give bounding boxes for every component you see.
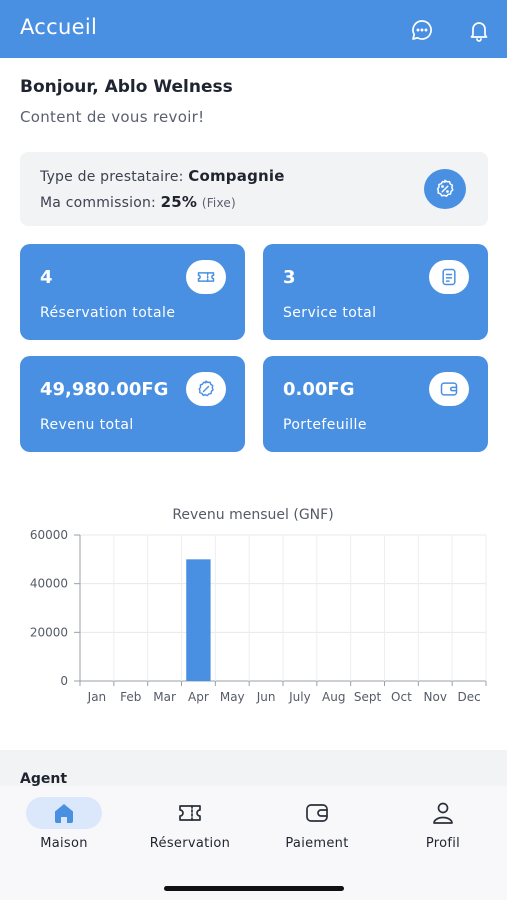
discount-badge-icon — [186, 372, 226, 406]
y-tick-label: 0 — [60, 674, 68, 688]
stat-value: 0.00FG — [283, 379, 355, 400]
x-tick-label: Sept — [354, 690, 382, 704]
stat-card-wallet[interactable]: 0.00FG Portefeuille — [263, 356, 488, 452]
monthly-revenue-chart: Revenu mensuel (GNF) 0 20000 40000 60000 Ja… — [0, 495, 507, 715]
nav-label: Réservation — [149, 836, 231, 851]
x-tick-label: Apr — [188, 690, 209, 704]
stat-value: 4 — [40, 267, 53, 288]
nav-item-reservation[interactable]: Réservation — [127, 786, 253, 866]
nav-label: Maison — [40, 836, 88, 851]
stat-value: 3 — [283, 267, 296, 288]
x-tick-label: Feb — [120, 690, 141, 704]
ticket-icon — [186, 260, 226, 294]
x-tick-label: Aug — [322, 690, 345, 704]
stat-label: Réservation totale — [40, 305, 176, 321]
y-tick-label: 60000 — [30, 528, 68, 542]
greeting-title: Bonjour, Ablo Welness — [20, 77, 233, 97]
y-tick-label: 20000 — [30, 625, 68, 639]
chart-canvas: Revenu mensuel (GNF) 0 20000 40000 60000 Ja… — [30, 507, 487, 704]
nav-item-payment[interactable]: Paiement — [254, 786, 380, 866]
provider-type-label: Type de prestataire: — [40, 169, 184, 185]
stat-label: Service total — [283, 305, 377, 321]
stat-card-revenue[interactable]: 49,980.00FG Revenu total — [20, 356, 245, 452]
wallet-icon — [304, 801, 330, 825]
provider-type-value: Compagnie — [188, 167, 285, 185]
y-tick-label: 40000 — [30, 577, 68, 591]
nav-label: Profil — [425, 836, 461, 851]
greeting-subtitle: Content de vous revoir! — [20, 108, 205, 126]
nav-item-home[interactable]: Maison — [1, 786, 127, 866]
commission-label: Ma commission: — [40, 195, 156, 211]
user-icon — [430, 801, 456, 825]
home-icon — [51, 801, 77, 825]
commission-value: 25% — [160, 193, 198, 211]
ticket-icon — [177, 801, 203, 825]
x-tick-label: Jun — [256, 690, 276, 704]
page-title: Accueil — [20, 15, 98, 39]
chart-title: Revenu mensuel (GNF) — [172, 507, 333, 523]
agent-section-title: Agent — [20, 771, 68, 787]
x-tick-label: Nov — [424, 690, 447, 704]
commission-line: Ma commission: 25% (Fixe) — [40, 193, 236, 211]
bar-apr — [186, 559, 211, 681]
bell-icon[interactable] — [467, 18, 491, 42]
home-indicator — [164, 886, 344, 891]
stat-label: Revenu total — [40, 417, 134, 433]
nav-label: Paiement — [285, 836, 349, 851]
commission-note: (Fixe) — [201, 196, 236, 210]
bottom-navigation: Maison Réservation Paiement Profil — [0, 786, 507, 900]
discount-badge-icon — [424, 169, 466, 209]
x-tick-label: Dec — [457, 690, 480, 704]
stat-card-services[interactable]: 3 Service total — [263, 244, 488, 340]
nav-item-profile[interactable]: Profil — [380, 786, 506, 866]
x-tick-label: Mar — [153, 690, 176, 704]
x-tick-label: Oct — [391, 690, 412, 704]
wallet-icon — [429, 372, 469, 406]
x-tick-label: July — [288, 690, 311, 704]
app-bar: Accueil — [0, 0, 507, 58]
provider-info-card: Type de prestataire: Compagnie Ma commis… — [20, 152, 488, 226]
stat-label: Portefeuille — [283, 417, 367, 433]
stat-value: 49,980.00FG — [40, 379, 169, 400]
document-icon — [429, 260, 469, 294]
provider-type-line: Type de prestataire: Compagnie — [40, 167, 285, 185]
x-tick-label: May — [220, 690, 245, 704]
chat-icon[interactable] — [410, 18, 434, 42]
x-tick-label: Jan — [87, 690, 107, 704]
stat-card-reservations[interactable]: 4 Réservation totale — [20, 244, 245, 340]
